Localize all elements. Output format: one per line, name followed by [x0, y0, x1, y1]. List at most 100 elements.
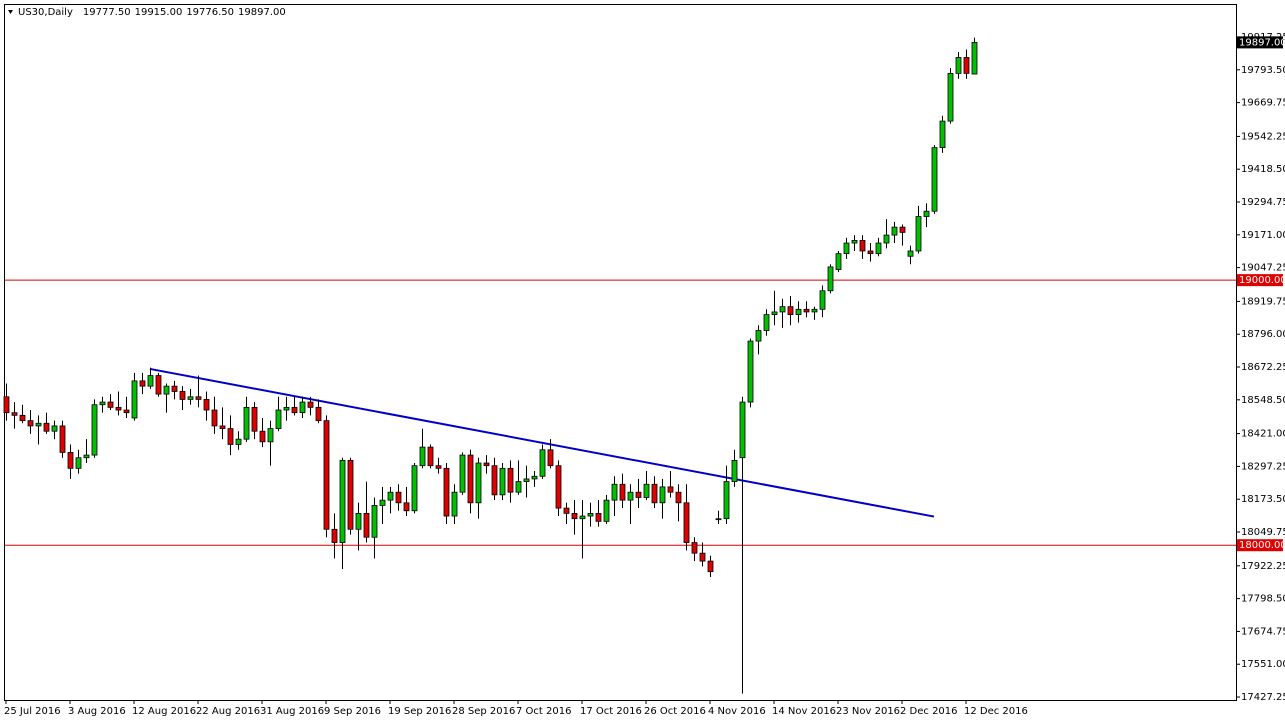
candle-body: [299, 401, 306, 414]
x-tick-label: 23 Nov 2016: [836, 706, 900, 717]
y-tick-label: 19542.25: [1241, 131, 1285, 142]
candle-body: [211, 409, 218, 427]
candle-body: [843, 242, 850, 255]
candle-body: [371, 505, 378, 538]
candle-body: [259, 430, 266, 443]
trendline: [149, 367, 935, 518]
candle-body: [155, 375, 162, 395]
x-tick-label: 4 Nov 2016: [708, 706, 766, 717]
candle-body: [19, 414, 26, 422]
candle-body: [435, 465, 442, 469]
candle-body: [603, 499, 610, 522]
x-tick-label: 28 Sep 2016: [452, 706, 515, 717]
candle-body: [531, 475, 538, 480]
candle-body: [883, 234, 890, 244]
candle-body: [523, 478, 530, 482]
candle-body: [267, 428, 274, 443]
x-tick-label: 9 Sep 2016: [324, 706, 381, 717]
candle-body: [595, 512, 602, 522]
candle-body: [707, 560, 714, 573]
candle-body: [75, 457, 82, 469]
candle-body: [219, 425, 226, 429]
candle-body: [867, 250, 874, 255]
y-tick-label: 17922.25: [1241, 561, 1285, 572]
x-tick-label: 17 Oct 2016: [580, 706, 642, 717]
x-tick-label: 25 Jul 2016: [4, 706, 61, 717]
candle-body: [619, 483, 626, 501]
candle-body: [827, 266, 834, 292]
candle-body: [203, 399, 210, 411]
candle-body: [275, 409, 282, 429]
candle-body: [123, 409, 130, 414]
level-label: 18000.00: [1239, 540, 1285, 551]
candle-body: [411, 465, 418, 512]
candle-body: [419, 446, 426, 467]
y-tick-label: 17427.25: [1241, 692, 1285, 703]
candle-body: [283, 406, 290, 411]
candle-body: [771, 311, 778, 315]
candle-body: [331, 528, 338, 543]
candle-body: [907, 250, 914, 257]
y-tick-label: 18548.50: [1241, 395, 1285, 406]
candle-body: [539, 449, 546, 477]
candle-body: [347, 459, 354, 530]
candle-body: [115, 406, 122, 411]
candle-body: [891, 226, 898, 236]
candle-body: [187, 396, 194, 400]
candle-body: [59, 425, 66, 453]
candle-body: [675, 491, 682, 504]
header-value: 19777.50: [83, 7, 131, 18]
level-label: 19000.00: [1239, 275, 1285, 286]
candle-body: [947, 72, 954, 122]
candle-body: [739, 401, 746, 459]
candle-body: [571, 512, 578, 520]
chart-title: US30,Daily: [18, 7, 73, 18]
header-value: 19897.00: [238, 7, 286, 18]
candle-body: [659, 486, 666, 504]
x-tick-label: 2 Dec 2016: [900, 706, 958, 717]
candle-body: [403, 502, 410, 512]
y-tick-label: 19047.25: [1241, 263, 1285, 274]
candle-body: [515, 481, 522, 493]
x-tick-label: 14 Nov 2016: [772, 706, 836, 717]
candle-body: [291, 406, 298, 414]
candle-body: [723, 481, 730, 520]
last-price-box: [1237, 36, 1283, 49]
menu-arrow[interactable]: [8, 10, 13, 14]
candle-body: [67, 452, 74, 469]
candle-body: [427, 446, 434, 467]
candle-body: [811, 308, 818, 313]
candle-body: [939, 120, 946, 149]
level-label-box: [1237, 539, 1283, 552]
y-tick-label: 18919.75: [1241, 296, 1285, 307]
candle-body: [795, 308, 802, 315]
candle-body: [611, 483, 618, 501]
x-tick-label: 7 Oct 2016: [516, 706, 571, 717]
candle-body: [667, 486, 674, 493]
candle-body: [459, 454, 466, 493]
candle-body: [3, 396, 10, 414]
candle-body: [715, 518, 722, 521]
candle-body: [579, 515, 586, 520]
candle-body: [803, 308, 810, 313]
y-tick-label: 18672.25: [1241, 362, 1285, 373]
candle-body: [91, 404, 98, 456]
candle-body: [443, 467, 450, 517]
candle-body: [11, 412, 18, 416]
candle-body: [315, 406, 322, 422]
level-label-box: [1237, 274, 1283, 287]
candle-body: [163, 385, 170, 395]
candle-body: [323, 420, 330, 530]
candle-body: [587, 512, 594, 517]
candle-body: [491, 465, 498, 496]
y-tick-label: 17551.00: [1241, 659, 1285, 670]
candle-body: [691, 542, 698, 554]
y-tick-label: 17674.75: [1241, 626, 1285, 637]
candle-body: [627, 491, 634, 501]
candle-body: [243, 406, 250, 440]
x-tick-label: 12 Dec 2016: [964, 706, 1028, 717]
y-tick-label: 17798.50: [1241, 594, 1285, 605]
x-tick-label: 26 Oct 2016: [644, 706, 706, 717]
candle-body: [83, 454, 90, 459]
